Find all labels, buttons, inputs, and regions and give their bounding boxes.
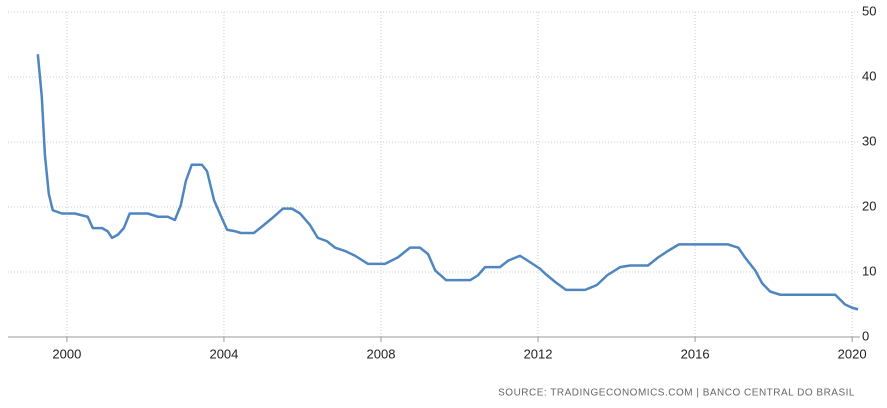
- x-tick-label: 2020: [838, 346, 867, 361]
- y-tick-label: 0: [862, 328, 869, 343]
- x-tick-label: 2008: [367, 346, 396, 361]
- x-tick-label: 2012: [524, 346, 553, 361]
- x-tick-label: 2004: [209, 346, 238, 361]
- x-tick-label: 2016: [681, 346, 710, 361]
- y-tick-label: 10: [862, 263, 876, 278]
- x-tick-label: 2000: [52, 346, 81, 361]
- source: SOURCE: TRADINGECONOMICS.COM | BANCO CEN…: [498, 388, 855, 399]
- y-tick-label: 30: [862, 133, 876, 148]
- y-tick-label: 20: [862, 198, 876, 213]
- series-line: [36, 54, 859, 311]
- y-tick-label: 50: [862, 3, 876, 18]
- y-tick-label: 40: [862, 68, 876, 83]
